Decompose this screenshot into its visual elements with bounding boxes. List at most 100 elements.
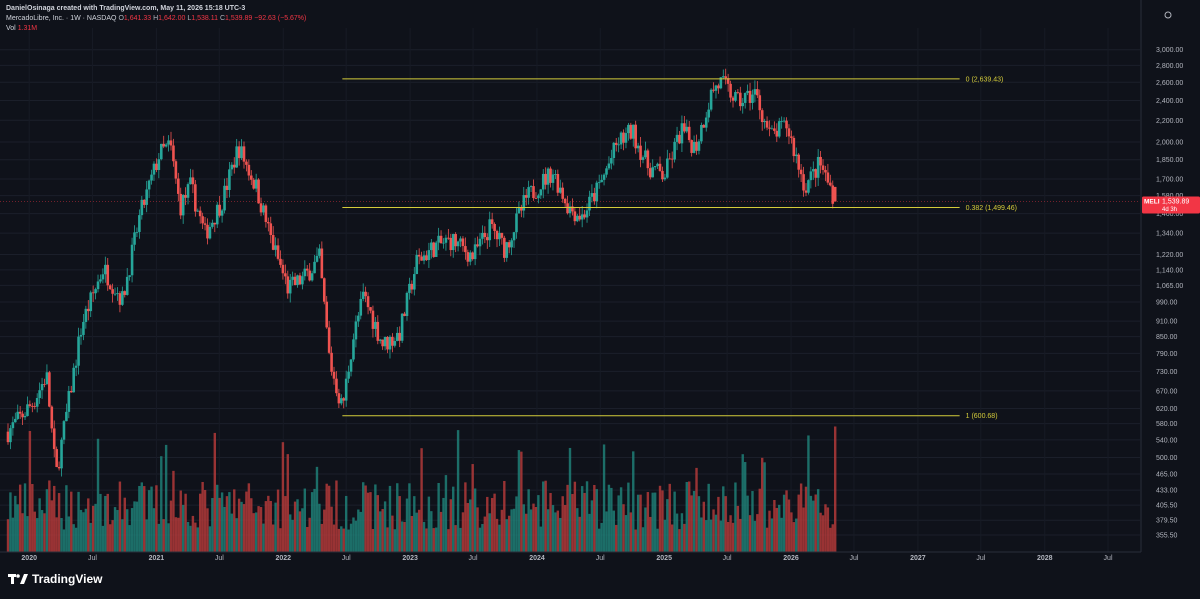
candle-body [374,321,377,329]
candle-body [634,124,637,149]
candle-body [318,248,321,256]
candle-body [646,150,650,169]
y-tick-label: 580.00 [1156,421,1178,428]
volume-bar [128,525,131,552]
volume-bar [663,519,667,552]
candle-body [150,174,153,181]
candle-body [349,359,353,372]
volume-bar [33,511,36,552]
candle-body [186,184,190,198]
candle-body [228,169,231,190]
volume-bar [529,509,533,552]
candle-body [734,92,737,101]
candle-body [663,177,667,180]
volume-bar [680,513,684,552]
candle-body [337,393,341,404]
candle-body [152,163,156,175]
volume-bar [413,496,416,552]
volume-bar [748,515,752,552]
low-value: 1,538.11 [191,15,218,22]
volume-bar [678,529,681,552]
candle-body [325,301,329,328]
volume-bar [38,498,41,552]
volume-bar [702,501,706,552]
volume-bar [162,519,165,552]
candle-body [276,245,280,259]
volume-bar [293,501,297,552]
volume-bar [617,495,620,552]
symbol-line[interactable]: MercadoLibre, Inc. · 1W · NASDAQ [6,15,117,22]
candle-body [556,174,560,193]
volume-bar [342,528,345,552]
volume-bar [330,506,333,552]
volume-bar [150,486,153,552]
candle-body [495,231,499,240]
volume-bar [709,519,713,552]
candle-body [408,283,411,293]
volume-bar [369,492,372,552]
candle-body [505,242,509,258]
volume-bar [18,484,22,552]
candle-body [690,140,693,153]
volume-bar [624,515,628,552]
volume-bar [454,525,457,552]
volume-bar [135,501,139,552]
volume-bar [432,528,435,552]
volume-bar [415,512,418,552]
candle-body [69,391,73,393]
volume-line: Vol 1.31M [6,24,306,34]
volume-bar [99,493,102,552]
volume-bar [690,495,693,552]
candle-body [629,124,633,139]
volume-bar [661,490,664,552]
volume-bar [549,492,552,552]
volume-bar [673,491,676,552]
candle-body [488,219,492,241]
tradingview-logo[interactable]: TradingView [8,572,102,586]
volume-bar [644,507,647,552]
candle-body [60,439,63,469]
candle-body [493,223,496,232]
volume-bar [28,430,32,552]
volume-bar [172,470,175,552]
candle-body [483,232,487,238]
volume-bar [619,487,623,552]
candle-body [651,167,655,178]
candle-body [159,143,163,160]
volume-bar [561,496,564,552]
candle-body [541,173,545,190]
volume-bar [573,481,577,552]
volume-bar [551,505,555,552]
candle-body [807,180,810,193]
volume-bar [14,495,17,552]
volume-bar [315,466,319,552]
volume-bar [697,496,701,552]
volume-bar [164,444,168,552]
candle-body [189,177,192,185]
candle-body [527,187,530,198]
volume-bar [500,509,504,552]
volume-label[interactable]: Vol [6,25,16,32]
candle-body [352,339,355,360]
volume-bar [267,495,270,552]
volume-bar [396,483,399,552]
volume-bar [289,514,292,552]
candle-body [768,127,771,129]
volume-bar [726,521,730,552]
volume-bar [301,508,304,552]
volume-bar [829,527,832,552]
volume-bar [556,510,560,552]
gear-icon [1164,11,1172,19]
volume-bar [780,517,783,552]
candle-body [121,291,124,305]
volume-bar [824,504,827,552]
x-tick-label: Jul [215,555,224,562]
candle-body [347,371,350,379]
brand-name: TradingView [32,572,103,586]
candle-body [40,384,44,391]
volume-bar [542,481,545,552]
candle-body [797,154,800,170]
candle-body [82,321,85,335]
